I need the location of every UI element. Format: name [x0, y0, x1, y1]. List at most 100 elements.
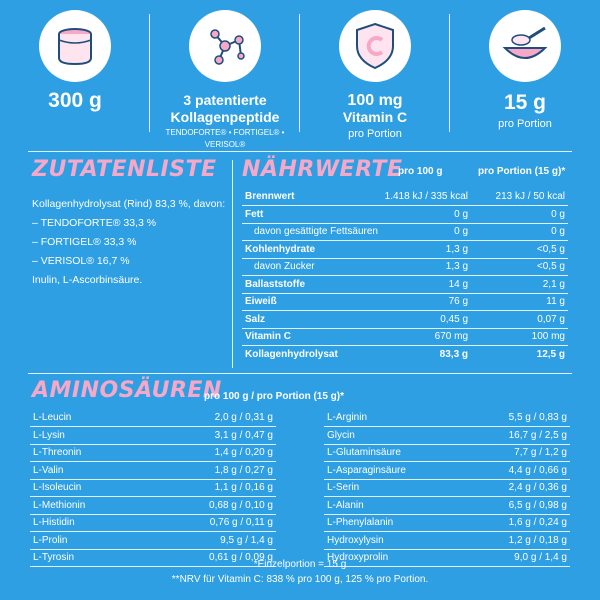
amino-value: 0,76 g / 0,11 g: [180, 514, 276, 532]
nutrient-value-portion: 11 g: [471, 293, 568, 311]
amino-value: 4,4 g / 0,66 g: [474, 461, 570, 480]
table-row: Ballaststoffe 14 g 2,1 g: [242, 275, 568, 294]
ingredient-line: Inulin, L-Ascorbinsäure.: [32, 274, 143, 286]
divider: [28, 373, 572, 374]
amino-value: 7,7 g / 1,2 g: [474, 444, 570, 462]
feature-weight: 300 g: [0, 10, 150, 150]
feature-vitamin-c: 100 mg Vitamin C pro Portion: [300, 10, 450, 150]
feature-peptides: 3 patentierte Kollagenpeptide TENDOFORTE…: [150, 10, 300, 150]
table-row: Kohlenhydrate 1,3 g <0,5 g: [242, 240, 568, 259]
nutrient-label: Salz: [242, 310, 382, 329]
table-row: L-Lysin 3,1 g / 0,47 g: [30, 426, 276, 445]
nutrient-value-portion: 0,07 g: [471, 310, 568, 329]
nutrient-label: Ballaststoffe: [242, 275, 382, 294]
nutrition-table: Brennwert 1.418 kJ / 335 kcal 213 kJ / 5…: [242, 188, 568, 363]
amino-value: 16,7 g / 2,5 g: [474, 426, 570, 445]
amino-name: L-Valin: [30, 461, 180, 480]
amino-name: Glycin: [324, 426, 474, 445]
feature-vitamin-c-label: Vitamin C: [342, 109, 408, 125]
ingredient-line: Kollagenhydrolysat (Rind) 83,3 %, davon:: [32, 198, 226, 210]
amino-name: L-Tyrosin: [30, 549, 180, 567]
nutrient-label: Brennwert: [242, 188, 382, 206]
ingredients-list: Kollagenhydrolysat (Rind) 83,3 %, davon:…: [32, 197, 252, 292]
table-row: Salz 0,45 g 0,07 g: [242, 310, 568, 329]
table-row: Fett 0 g 0 g: [242, 205, 568, 224]
nutrient-value-100g: 1,3 g: [381, 258, 472, 276]
feature-weight-value: 300 g: [48, 89, 102, 112]
amino-value: 1,8 g / 0,27 g: [180, 461, 276, 480]
divider: [232, 160, 233, 368]
nutrient-value-portion: <0,5 g: [471, 240, 568, 259]
amino-value: 6,5 g / 0,98 g: [474, 496, 570, 515]
nutrient-value-100g: 76 g: [381, 293, 472, 311]
table-row: L-Alanin 6,5 g / 0,98 g: [324, 496, 570, 515]
table-row: L-Valin 1,8 g / 0,27 g: [30, 461, 276, 480]
feature-portion: 15 g pro Portion: [450, 10, 600, 150]
nutrition-heading: Nährwerte: [242, 157, 403, 182]
nutrient-value-100g: 1.418 kJ / 335 kcal: [381, 188, 472, 206]
nutrient-label: davon Zucker: [242, 258, 382, 276]
amino-name: L-Prolin: [30, 531, 180, 550]
nutrient-label: Kollagenhydrolysat: [245, 349, 338, 360]
molecule-icon: [189, 10, 261, 82]
table-row: L-Threonin 1,4 g / 0,20 g: [30, 444, 276, 462]
feature-peptides-line1: 3 patentierte: [183, 92, 267, 108]
amino-value: 1,4 g / 0,20 g: [180, 444, 276, 462]
nutrition-col-per-100g: pro 100 g: [398, 166, 443, 177]
amino-name: L-Lysin: [30, 426, 180, 445]
amino-name: L-Glutaminsäure: [324, 444, 474, 462]
amino-value: 2,4 g / 0,36 g: [474, 479, 570, 497]
table-row: Brennwert 1.418 kJ / 335 kcal 213 kJ / 5…: [242, 188, 568, 206]
footnote-nrv: **NRV für Vitamin C: 838 % pro 100 g, 12…: [171, 574, 429, 585]
amino-value: 1,2 g / 0,18 g: [474, 531, 570, 550]
ingredient-line: – TENDOFORTE® 33,3 %: [32, 217, 157, 229]
table-row: Eiweiß 76 g 11 g: [242, 293, 568, 311]
features-row: 300 g 3 patentierte Kollagenpeptide TEND…: [0, 0, 600, 150]
amino-value: 5,5 g / 0,83 g: [474, 409, 570, 427]
amino-subheading: pro 100 g / pro Portion (15 g)*: [204, 391, 345, 402]
amino-name: Hydroxyprolin: [324, 549, 474, 567]
divider: [149, 14, 150, 132]
nutrient-value-100g: 1,3 g: [381, 240, 472, 259]
amino-name: L-Asparaginsäure: [324, 461, 474, 480]
table-row: L-Serin 2,4 g / 0,36 g: [324, 479, 570, 497]
nutrient-label: davon gesättigte Fettsäuren: [242, 223, 382, 241]
table-row: davon Zucker 1,3 g <0,5 g: [242, 258, 568, 276]
amino-name: L-Leucin: [30, 409, 180, 427]
feature-vitamin-c-amount: 100 mg: [347, 92, 403, 109]
amino-name: L-Threonin: [30, 444, 180, 462]
footnote-portion: *Einzelportion = 15 g: [253, 559, 347, 570]
amino-name: L-Phenylalanin: [324, 514, 474, 532]
nutrient-value-portion: <0,5 g: [471, 258, 568, 276]
nutrient-value-portion: 12,5 g: [536, 349, 565, 360]
amino-value: 1,1 g / 0,16 g: [180, 479, 276, 497]
nutrient-value-100g: 14 g: [381, 275, 472, 294]
nutrient-label: Vitamin C: [242, 328, 382, 346]
amino-value: 0,61 g / 0,09 g: [180, 549, 276, 567]
nutrition-col-per-portion: pro Portion (15 g)*: [478, 166, 566, 177]
divider: [28, 151, 572, 152]
amino-name: L-Arginin: [324, 409, 474, 427]
table-row: Kollagenhydrolysat 83,3 g 12,5 g: [242, 346, 568, 364]
table-row: L-Arginin 5,5 g / 0,83 g: [324, 409, 570, 427]
nutrient-value-100g: 0 g: [381, 205, 472, 224]
feature-vitamin-c-per-portion: pro Portion: [348, 128, 402, 140]
table-row: L-Tyrosin 0,61 g / 0,09 g: [30, 549, 276, 567]
amino-name: L-Isoleucin: [30, 479, 180, 497]
nutrient-value-100g: 670 mg: [381, 328, 472, 346]
nutrient-value-portion: 213 kJ / 50 kcal: [471, 188, 568, 206]
table-row: Hydroxylysin 1,2 g / 0,18 g: [324, 531, 570, 550]
amino-table-right: L-Arginin 5,5 g / 0,83 g Glycin 16,7 g / 2,…: [324, 409, 570, 567]
table-row: davon gesättigte Fettsäuren 0 g 0 g: [242, 223, 568, 241]
divider: [299, 14, 300, 132]
table-row: L-Methionin 0,68 g / 0,10 g: [30, 496, 276, 515]
scoop-bowl-icon: [489, 10, 561, 82]
nutrient-label: Kohlenhydrate: [242, 240, 382, 259]
nutrient-label: Fett: [242, 205, 382, 224]
amino-value: 9,5 g / 1,4 g: [180, 531, 276, 550]
table-row: L-Glutaminsäure 7,7 g / 1,2 g: [324, 444, 570, 462]
nutrient-value-100g: 83,3 g: [439, 349, 469, 360]
feature-portion-label: pro Portion: [498, 118, 552, 130]
nutrient-value-portion: 100 mg: [471, 328, 568, 346]
table-row: Hydroxyprolin 9,0 g / 1,4 g: [324, 549, 570, 567]
